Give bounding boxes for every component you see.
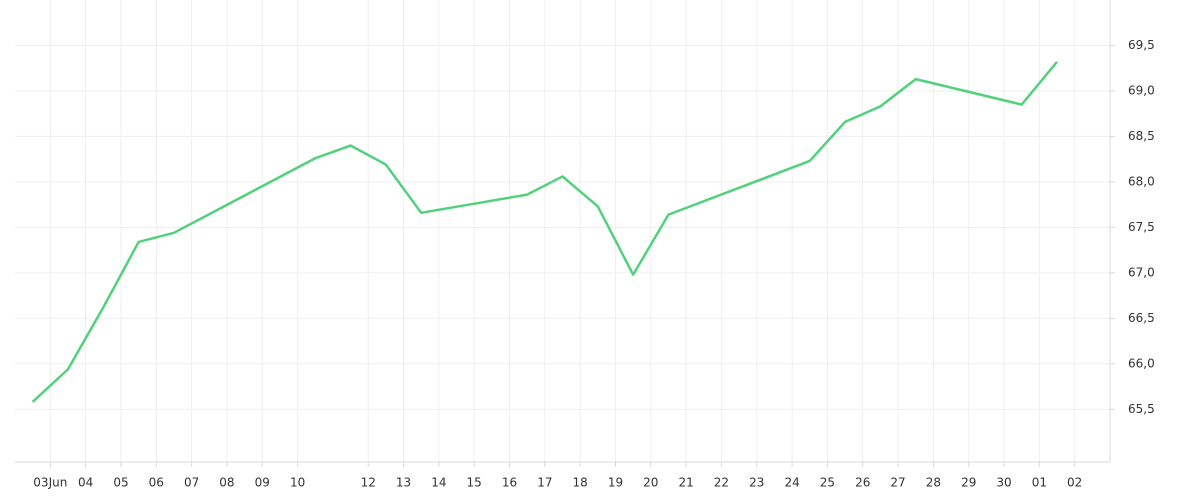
x-tick-label: 25 <box>820 476 835 490</box>
x-tick-label: 02 <box>1067 476 1082 490</box>
y-tick-label: 68,5 <box>1128 129 1155 143</box>
x-tick-label: 28 <box>926 476 941 490</box>
x-tick-label: 17 <box>537 476 552 490</box>
x-tick-label: 23 <box>749 476 764 490</box>
x-tick-label: 16 <box>502 476 517 490</box>
y-tick-label: 69,0 <box>1128 83 1155 97</box>
x-tick-label: 19 <box>608 476 623 490</box>
x-tick-label: 29 <box>961 476 976 490</box>
x-tick-label: 20 <box>643 476 658 490</box>
x-tick-label: 06 <box>149 476 164 490</box>
x-tick-label: 15 <box>467 476 482 490</box>
x-tick-label: 08 <box>219 476 234 490</box>
x-tick-label: 03Jun <box>33 476 67 490</box>
x-tick-label: 05 <box>113 476 128 490</box>
x-tick-label: 09 <box>255 476 270 490</box>
x-tick-label: 13 <box>396 476 411 490</box>
y-tick-label: 66,0 <box>1128 356 1155 370</box>
x-tick-label: 14 <box>431 476 446 490</box>
x-tick-label: 22 <box>714 476 729 490</box>
x-tick-label: 26 <box>855 476 870 490</box>
x-tick-label: 10 <box>290 476 305 490</box>
x-tick-label: 12 <box>361 476 376 490</box>
price-line <box>31 61 1058 403</box>
y-tick-label: 65,5 <box>1128 402 1155 416</box>
x-tick-label: 18 <box>573 476 588 490</box>
x-tick-label: 07 <box>184 476 199 490</box>
x-tick-label: 04 <box>78 476 93 490</box>
y-tick-label: 67,0 <box>1128 265 1155 279</box>
x-tick-label: 21 <box>678 476 693 490</box>
y-tick-label: 67,5 <box>1128 220 1155 234</box>
x-tick-label: 27 <box>890 476 905 490</box>
x-tick-label: 30 <box>996 476 1011 490</box>
y-tick-label: 68,0 <box>1128 174 1155 188</box>
y-tick-label: 66,5 <box>1128 311 1155 325</box>
y-tick-label: 69,5 <box>1128 38 1155 52</box>
x-tick-label: 24 <box>784 476 799 490</box>
x-tick-label: 01 <box>1032 476 1047 490</box>
